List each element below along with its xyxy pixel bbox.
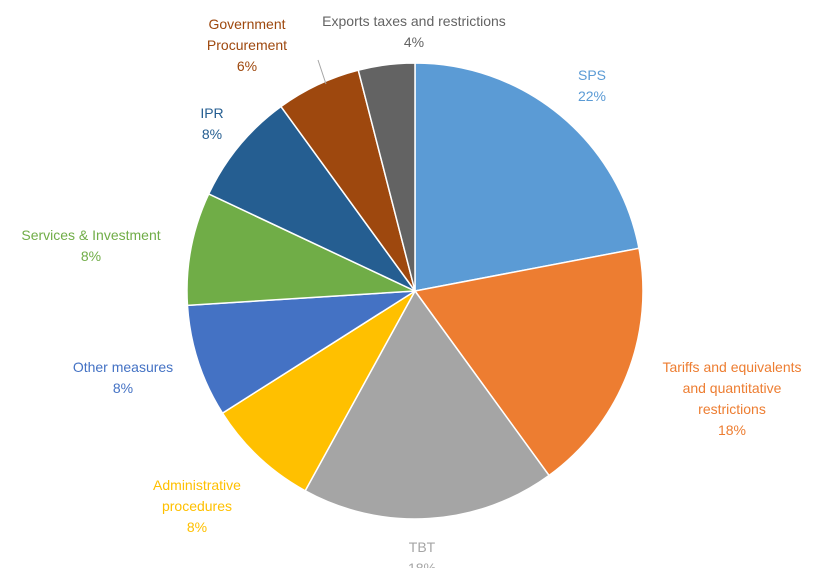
slice-name-line: and quantitative [683, 380, 782, 396]
slice-value-label: 18% [718, 422, 746, 438]
pie-slice-other-measures [186, 290, 416, 415]
slice-name-line: Services & Investment [21, 227, 160, 243]
slice-name-line: Government [208, 16, 285, 32]
slice-name-line: SPS [578, 67, 606, 83]
slice-value-label: 22% [578, 88, 606, 104]
slice-label-exports-taxes-and-restrictions: Exports taxes and restrictions 4% [322, 13, 506, 50]
slice-value-label: 8% [81, 248, 101, 264]
slice-label-services-investment: Services & Investment 8% [21, 227, 160, 264]
slice-label-tariffs-and-equivalents-and-quantitative-restrictions: Tariffs and equivalents and quantitative r… [662, 359, 801, 438]
slice-name-line: Tariffs and equivalents [662, 359, 801, 375]
slice-value-label: 8% [202, 126, 222, 142]
slice-value-label: 8% [187, 519, 207, 535]
slice-name-line: procedures [162, 498, 232, 514]
pie-slices [186, 62, 644, 520]
slice-name-line: Exports taxes and restrictions [322, 13, 506, 29]
slice-name-line: Administrative [153, 477, 241, 493]
pie-slice-tbt [304, 289, 551, 520]
slice-value-label: 18% [408, 560, 436, 568]
slice-value-label: 4% [404, 34, 424, 50]
slice-label-tbt: TBT 18% [408, 539, 436, 568]
pie-slice-ipr [207, 105, 416, 292]
slice-name-line: TBT [409, 539, 436, 555]
slice-labels: SPS 22% Tariffs and equivalents and quantit… [21, 13, 801, 568]
slice-label-government-procurement: Government Procurement 6% [207, 16, 287, 74]
slice-label-administrative-procedures: Administrative procedures 8% [153, 477, 241, 535]
slice-name-line: Other measures [73, 359, 173, 375]
pie-slice-services-investment [186, 192, 416, 307]
leader-line-government-procurement [317, 59, 327, 85]
pie-slice-tariffs-and-equivalents-and-quantitative-restrictions [413, 247, 644, 477]
leader-lines [317, 59, 327, 85]
slice-name-line: IPR [200, 105, 223, 121]
slice-label-sps: SPS 22% [578, 67, 606, 104]
pie-slice-sps [414, 62, 640, 292]
slice-label-other-measures: Other measures 8% [73, 359, 173, 396]
slice-name-line: Procurement [207, 37, 287, 53]
pie-slice-administrative-procedures [221, 290, 416, 492]
slice-value-label: 8% [113, 380, 133, 396]
slice-name-line: restrictions [698, 401, 766, 417]
slice-value-label: 6% [237, 58, 257, 74]
pie-slice-exports-taxes-and-restrictions [357, 62, 416, 292]
slice-label-ipr: IPR 8% [200, 105, 223, 142]
